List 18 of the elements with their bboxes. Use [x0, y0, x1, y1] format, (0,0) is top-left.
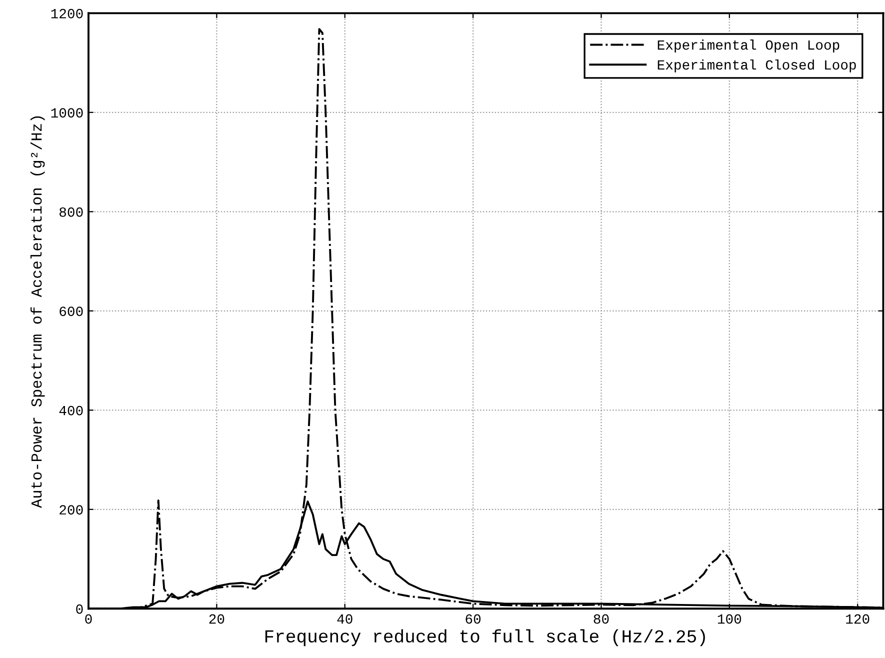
x-tick-label: 80	[594, 614, 609, 624]
y-tick-label: 1000	[51, 108, 83, 118]
y-tick-label: 400	[59, 406, 83, 416]
x-tick-label: 120	[846, 614, 870, 624]
x-axis-title: Frequency reduced to full scale (Hz/2.25)	[265, 629, 705, 646]
x-tick-label: 20	[209, 614, 224, 624]
x-tick-label: 60	[466, 614, 481, 624]
legend-label: Experimental Closed Loop	[658, 59, 856, 72]
y-tick-label: 0	[76, 604, 83, 614]
x-tick-label: 0	[85, 614, 92, 624]
x-tick-label: 100	[718, 614, 742, 624]
y-tick-label: 1200	[51, 8, 83, 18]
y-tick-label: 200	[60, 505, 83, 515]
legend-label: Experimental Open Loop	[658, 40, 840, 52]
x-tick-label: 40	[337, 614, 352, 624]
y-tick-label: 600	[60, 306, 83, 316]
y-tick-label: 800	[60, 207, 83, 217]
y-axis-title: Auto-Power Spectrum of Acceleration (g²/Hz)	[30, 116, 45, 508]
